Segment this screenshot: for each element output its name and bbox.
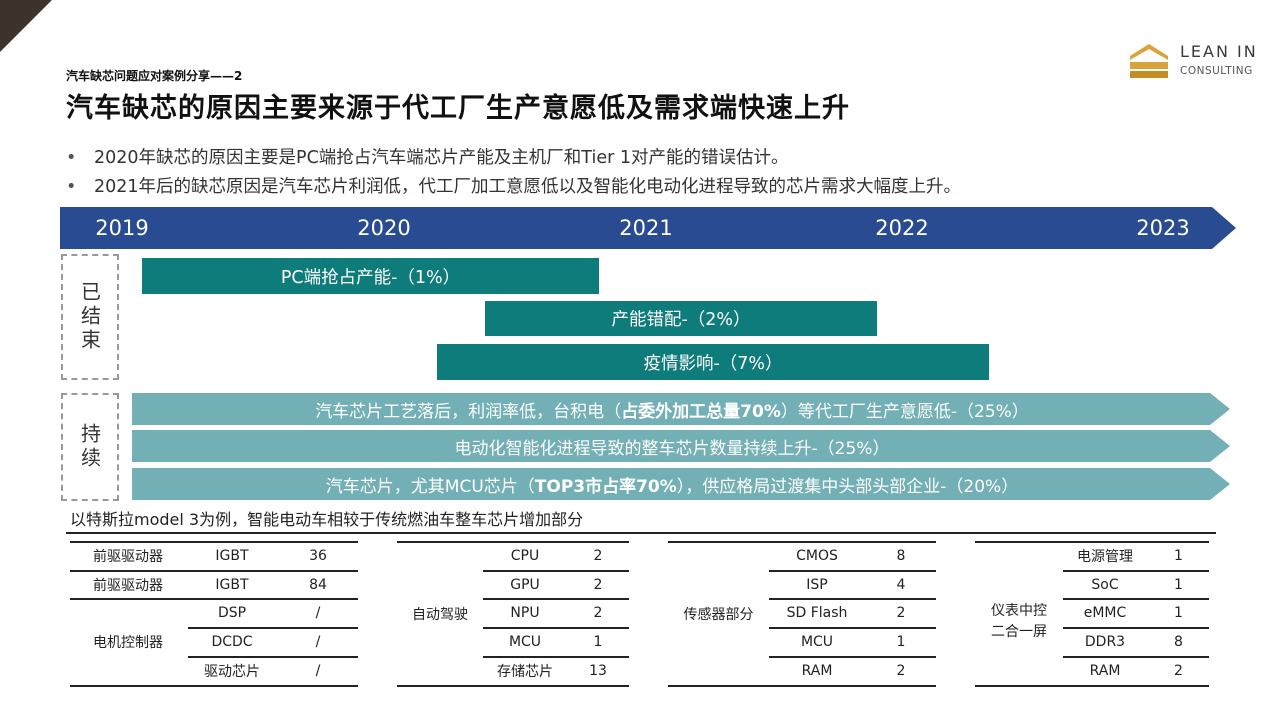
table-cell: 2	[896, 605, 906, 621]
table-group-label: 仪表中控	[991, 603, 1047, 619]
bullet-item: 2020年缺芯的原因主要是PC端抢占汽车端芯片产能及主机厂和Tier 1对产能的…	[64, 144, 1254, 173]
logo-subtext: CONSULTING	[1180, 65, 1253, 77]
bar-text: 电动化智能化进程导致的整车芯片数量持续上升-（25%）	[454, 438, 890, 459]
table-cell: RAM	[1089, 663, 1121, 679]
table-group-label: 二合一屏	[991, 624, 1047, 640]
table-cell: 4	[896, 576, 906, 593]
bar-text: ）等代工厂生产意愿低-（25%）	[780, 401, 1029, 422]
table-cell: SoC	[1091, 576, 1119, 593]
table-cell: IGBT	[215, 548, 249, 564]
table-cell: 前驱驱动器	[93, 549, 163, 565]
company-logo: LEAN IN CONSULTING	[1128, 40, 1258, 84]
table-cell: MCU	[508, 634, 542, 650]
stacked-chevron-logo-icon	[1130, 44, 1168, 78]
table-cell: 1	[593, 634, 603, 650]
table-cell: 1	[1174, 548, 1183, 564]
page-subtitle: 汽车缺芯问题应对案例分享——2	[66, 69, 243, 83]
table-cell: 2	[1174, 663, 1183, 679]
timeline-year: 2020	[357, 216, 411, 240]
table-cell: 1	[896, 634, 906, 650]
table-cell: 8	[1174, 634, 1183, 650]
table-cell: 13	[589, 663, 607, 679]
bar-text: ），供应格局过渡集中头部头部企业-（20%）	[676, 476, 1019, 497]
table-cell: 2	[593, 576, 603, 593]
table-cell: 2	[593, 548, 603, 564]
table-cell: CMOS	[796, 548, 838, 564]
timeline-year: 2022	[875, 216, 929, 240]
bar-text-bold: TOP3市占率70%	[534, 476, 677, 497]
logo-name: LEAN IN	[1180, 42, 1258, 61]
table-top-rule	[66, 532, 1216, 534]
ended-factor-bar: 产能错配-（2%）	[485, 301, 877, 336]
table-cell: SD Flash	[786, 605, 848, 621]
table-cell: 2	[896, 663, 906, 679]
bullet-item: 2021年后的缺芯原因是汽车芯片利润低，代工厂加工意愿低以及智能化电动化进程导致…	[64, 173, 1254, 202]
timeline-year: 2019	[95, 216, 149, 240]
table-cell: 2	[593, 605, 603, 621]
table-cell: MCU	[800, 634, 834, 650]
ongoing-factor-bar: 汽车芯片工艺落后，利润率低，台积电（ 占委外加工总量70% ）等代工厂生产意愿低-（…	[132, 393, 1230, 425]
table-cell: 驱动芯片	[204, 664, 260, 680]
group-label-ongoing: 持续	[77, 423, 102, 471]
table-cell: CPU	[510, 548, 540, 564]
ended-factor-bar: PC端抢占产能-（1%）	[142, 258, 599, 294]
table-cell: ISP	[806, 576, 828, 593]
table-cell: eMMC	[1083, 605, 1127, 621]
table-cell: 36	[309, 548, 327, 564]
group-box-ended: 已结束	[61, 254, 119, 380]
table-cell: IGBT	[215, 576, 249, 593]
corner-decoration	[0, 0, 52, 52]
table-cell: /	[315, 663, 321, 679]
table-group-label: 传感器部分	[683, 606, 754, 623]
example-note: 以特斯拉model 3为例，智能电动车相较于传统燃油车整车芯片增加部分	[70, 510, 584, 529]
bullet-list: 2020年缺芯的原因主要是PC端抢占汽车端芯片产能及主机厂和Tier 1对产能的…	[64, 144, 1254, 202]
table-cell: 8	[896, 548, 906, 564]
table-cell: DSP	[217, 605, 247, 621]
bar-text: 汽车芯片，尤其MCU芯片（	[325, 476, 535, 497]
group-label-ended: 已结束	[77, 281, 102, 353]
table-cell: 1	[1174, 576, 1183, 593]
timeline-year: 2023	[1136, 216, 1190, 240]
timeline-arrow-shape	[60, 207, 1236, 249]
timeline-year: 2021	[619, 216, 673, 240]
table-cell: 84	[309, 576, 327, 593]
table-cell: /	[315, 634, 321, 650]
table-cell: RAM	[801, 663, 833, 679]
table-cell: 1	[1174, 605, 1183, 621]
table-cell: DDR3	[1084, 634, 1126, 650]
table-cell: NPU	[510, 605, 540, 621]
group-box-ongoing: 持续	[61, 393, 119, 501]
table-cell: /	[315, 605, 321, 621]
table-cell: GPU	[510, 576, 540, 593]
table-group-label: 电机控制器	[93, 635, 163, 651]
table-cell: 电源管理	[1077, 549, 1133, 565]
ongoing-factor-bar: 电动化智能化进程导致的整车芯片数量持续上升-（25%）	[132, 430, 1230, 462]
table-cell: 存储芯片	[497, 664, 553, 680]
ended-factor-bar: 疫情影响-（7%）	[437, 344, 989, 380]
bar-text: 汽车芯片工艺落后，利润率低，台积电（	[315, 401, 622, 422]
ongoing-factor-bar: 汽车芯片，尤其MCU芯片（ TOP3市占率70% ），供应格局过渡集中头部头部企业-…	[132, 468, 1230, 500]
table-cell: 前驱驱动器	[93, 577, 163, 594]
table-group-label: 自动驾驶	[412, 606, 468, 623]
timeline-arrow: 2019 2020 2021 2022 2023	[60, 207, 1236, 249]
page-title: 汽车缺芯的原因主要来源于代工厂生产意愿低及需求端快速上升	[66, 93, 850, 124]
table-cell: DCDC	[211, 634, 253, 650]
bar-text-bold: 占委外加工总量70%	[621, 401, 781, 422]
